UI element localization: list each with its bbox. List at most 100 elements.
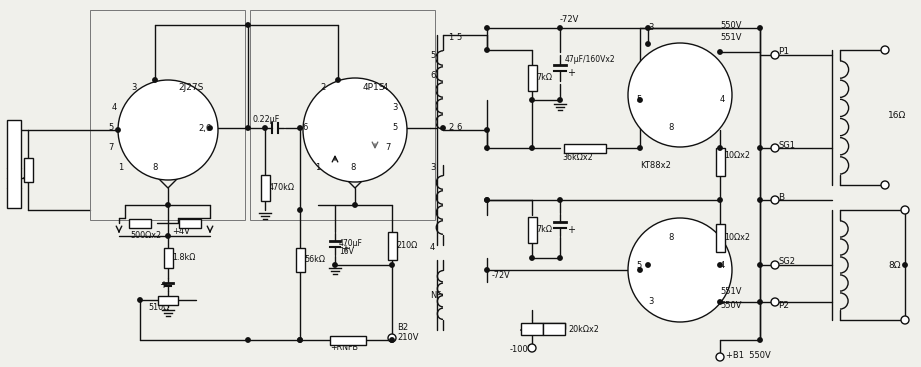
Circle shape xyxy=(558,256,562,260)
Bar xyxy=(90,10,245,220)
Text: -100V: -100V xyxy=(510,345,534,355)
Text: 550V: 550V xyxy=(720,21,741,29)
Circle shape xyxy=(717,50,722,54)
Circle shape xyxy=(332,263,337,267)
Text: 8: 8 xyxy=(668,124,673,132)
Text: +4V: +4V xyxy=(172,228,190,236)
Circle shape xyxy=(881,181,889,189)
Text: 2,6: 2,6 xyxy=(198,124,211,132)
Text: 3: 3 xyxy=(131,84,136,92)
Circle shape xyxy=(297,208,302,212)
Circle shape xyxy=(758,263,763,267)
Circle shape xyxy=(353,203,357,207)
Text: 5: 5 xyxy=(636,261,641,269)
Text: 36kΩx2: 36kΩx2 xyxy=(562,153,593,163)
Text: 4P1S: 4P1S xyxy=(363,84,386,92)
Text: 7kΩ: 7kΩ xyxy=(536,73,552,83)
Text: P2: P2 xyxy=(778,301,789,309)
Text: 4: 4 xyxy=(720,95,725,105)
Text: 47µF/160Vx2: 47µF/160Vx2 xyxy=(565,55,615,65)
Text: 8: 8 xyxy=(350,164,356,172)
Circle shape xyxy=(530,256,534,260)
Text: 3: 3 xyxy=(648,298,653,306)
Circle shape xyxy=(246,23,251,27)
Circle shape xyxy=(116,128,121,132)
Text: SG2: SG2 xyxy=(778,258,795,266)
Circle shape xyxy=(771,196,779,204)
Text: 7kΩ: 7kΩ xyxy=(536,225,552,235)
Text: +: + xyxy=(159,280,167,290)
Text: 1: 1 xyxy=(315,164,321,172)
Circle shape xyxy=(390,338,394,342)
Circle shape xyxy=(138,298,142,302)
Circle shape xyxy=(638,146,642,150)
Text: 1.8kΩ: 1.8kΩ xyxy=(172,254,195,262)
Bar xyxy=(564,143,606,153)
Text: 7: 7 xyxy=(385,143,391,153)
Text: -72V: -72V xyxy=(492,272,510,280)
Text: 7: 7 xyxy=(108,143,113,153)
Circle shape xyxy=(297,338,302,342)
Circle shape xyxy=(771,51,779,59)
Circle shape xyxy=(558,198,562,202)
Text: 470µF: 470µF xyxy=(339,240,363,248)
Text: P1: P1 xyxy=(778,47,789,57)
Circle shape xyxy=(166,203,170,207)
Circle shape xyxy=(901,316,909,324)
Text: NF: NF xyxy=(430,291,441,299)
Circle shape xyxy=(390,338,394,342)
Circle shape xyxy=(246,126,251,130)
Circle shape xyxy=(628,43,732,147)
Bar xyxy=(521,323,543,335)
Text: 0.22µF: 0.22µF xyxy=(252,116,279,124)
Text: 4: 4 xyxy=(430,243,436,252)
Text: 5: 5 xyxy=(456,33,461,43)
Circle shape xyxy=(758,146,763,150)
Text: 6: 6 xyxy=(302,124,308,132)
Text: 2: 2 xyxy=(320,84,325,92)
Bar xyxy=(528,217,537,243)
Circle shape xyxy=(758,26,763,30)
Text: 3: 3 xyxy=(392,103,397,113)
Text: B: B xyxy=(778,193,784,201)
Circle shape xyxy=(638,268,642,272)
Circle shape xyxy=(530,146,534,150)
Text: 10Ωx2: 10Ωx2 xyxy=(724,233,750,243)
Circle shape xyxy=(208,126,212,130)
Circle shape xyxy=(758,338,763,342)
Text: 4: 4 xyxy=(112,103,117,113)
Text: 8: 8 xyxy=(152,164,157,172)
Bar xyxy=(296,248,305,272)
Bar xyxy=(543,323,565,335)
Text: SG1: SG1 xyxy=(778,141,795,149)
Circle shape xyxy=(771,144,779,152)
Bar xyxy=(7,120,21,208)
Text: +: + xyxy=(341,244,349,254)
Circle shape xyxy=(530,98,534,102)
Circle shape xyxy=(484,268,489,272)
Text: 5: 5 xyxy=(636,95,641,105)
Bar xyxy=(261,175,270,201)
Circle shape xyxy=(646,26,650,30)
Circle shape xyxy=(153,78,157,82)
Text: 500Ωx2: 500Ωx2 xyxy=(130,230,161,240)
Circle shape xyxy=(390,263,394,267)
Circle shape xyxy=(771,298,779,306)
Bar xyxy=(716,224,725,252)
Text: 5: 5 xyxy=(108,124,113,132)
Text: +B1  550V: +B1 550V xyxy=(726,352,771,360)
Circle shape xyxy=(758,300,763,304)
Circle shape xyxy=(388,334,396,342)
Circle shape xyxy=(558,26,562,30)
Bar xyxy=(179,218,201,228)
Circle shape xyxy=(628,218,732,322)
Text: 210Ω: 210Ω xyxy=(396,241,417,251)
Circle shape xyxy=(484,48,489,52)
Circle shape xyxy=(716,353,724,361)
Circle shape xyxy=(881,46,889,54)
Text: 210V: 210V xyxy=(397,334,418,342)
Bar xyxy=(330,335,366,345)
Text: 470kΩ: 470kΩ xyxy=(269,184,295,193)
Text: 16V: 16V xyxy=(339,247,354,257)
Text: 2: 2 xyxy=(448,124,453,132)
